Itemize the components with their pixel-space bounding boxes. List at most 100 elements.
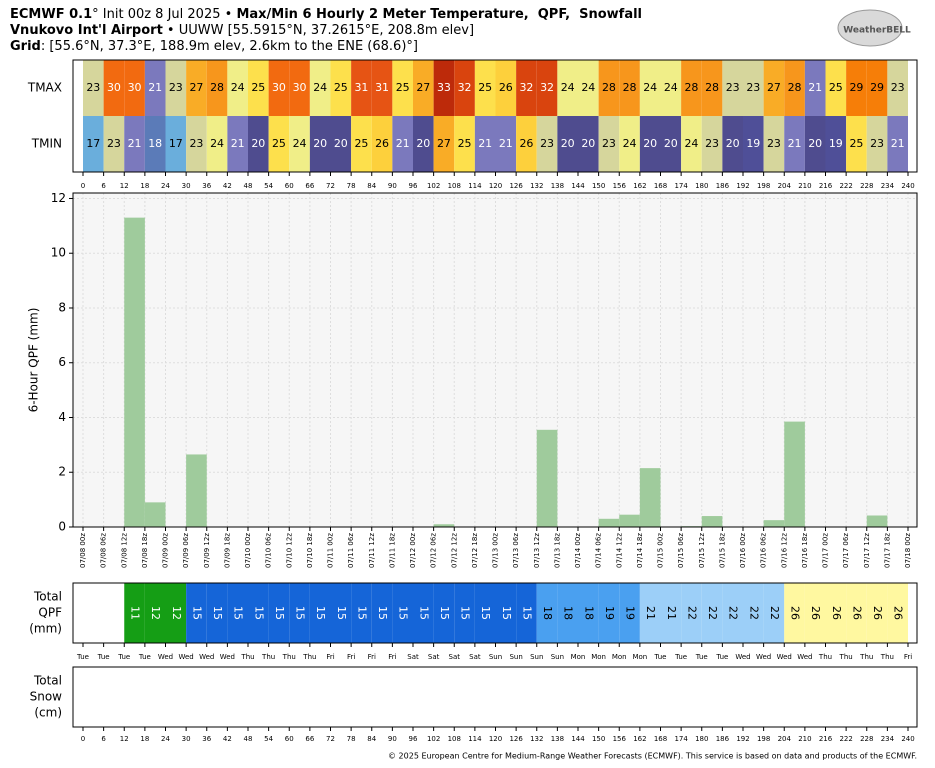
cell-label: 22 (727, 606, 740, 620)
x-tick-label: 240 (901, 735, 914, 743)
cell-label: 21 (891, 137, 905, 150)
temp-cell (124, 60, 145, 116)
bar (639, 468, 661, 527)
x-tick-label: 07/16 12z (780, 533, 788, 568)
x-tick-label: 07/08 18z (141, 533, 149, 568)
total-cell (639, 583, 661, 643)
temp-cell (165, 116, 187, 172)
cell-label: 21 (148, 81, 162, 94)
bar (144, 502, 166, 527)
x-tick-label: Mon (591, 653, 606, 661)
x-tick-label: Thu (818, 653, 832, 661)
temp-cell (784, 116, 805, 172)
bar (784, 421, 805, 527)
cell-label: 12 (149, 606, 162, 620)
cell-label: 15 (479, 606, 492, 620)
temp-cell (866, 116, 888, 172)
x-tick-label: 174 (674, 735, 688, 743)
cell-label: 24 (313, 81, 327, 94)
x-tick-label: Tue (674, 653, 687, 661)
temp-cell (144, 60, 166, 116)
temp-cell (206, 116, 228, 172)
cell-label: 21 (644, 606, 657, 620)
cell-label: 24 (664, 81, 678, 94)
x-tick-label: 78 (347, 182, 356, 190)
cell-label: 24 (623, 137, 637, 150)
temp-cell (598, 60, 620, 116)
x-tick-label: Wed (178, 653, 193, 661)
total-cell (206, 583, 228, 643)
x-tick-label: Sun (551, 653, 564, 661)
temp-cell (371, 60, 393, 116)
x-tick-label: 114 (468, 735, 482, 743)
x-tick-label: 78 (347, 735, 356, 743)
temp-cell (474, 116, 496, 172)
x-tick-label: 216 (819, 182, 833, 190)
plot-bg (73, 193, 917, 527)
x-tick-label: Sat (469, 653, 481, 661)
temp-cell (722, 116, 743, 172)
x-tick-label: 84 (367, 735, 376, 743)
panel-frame (72, 666, 918, 728)
x-tick-label: 222 (839, 735, 852, 743)
x-tick-label: 12 (120, 735, 129, 743)
cell-label: 15 (500, 606, 513, 620)
cell-label: 28 (210, 81, 224, 94)
x-tick-label: 07/15 12z (698, 533, 706, 568)
temp-cell (639, 116, 661, 172)
x-tick-label: 54 (264, 182, 273, 190)
cell-label: 26 (789, 606, 802, 620)
x-tick-label: 180 (695, 735, 708, 743)
temp-cell (763, 116, 785, 172)
x-tick-label: 07/08 12z (120, 533, 128, 568)
y-tick-label: 4 (58, 410, 66, 424)
total-cell (681, 583, 702, 643)
cell-label: 20 (664, 137, 678, 150)
x-tick-label: 204 (778, 735, 792, 743)
cell-label: 20 (808, 137, 822, 150)
x-tick-label: Fri (904, 653, 912, 661)
x-tick-label: 234 (881, 735, 895, 743)
cell-label: 15 (211, 606, 224, 620)
cell-label: 15 (314, 606, 327, 620)
cell-label: 28 (623, 81, 637, 94)
cell-label: 24 (561, 81, 575, 94)
y-axis-label: 6-Hour QPF (mm) (27, 308, 41, 413)
total-cell (578, 583, 599, 643)
cell-label: 18 (562, 606, 575, 620)
temp-cell (392, 116, 413, 172)
x-tick-label: Sun (489, 653, 502, 661)
x-tick-label: 07/09 06z (182, 533, 190, 568)
total-cell (413, 583, 434, 643)
x-tick-label: 18 (140, 735, 149, 743)
panel-frame (72, 192, 918, 528)
header-part: Vnukovo Int'l Airport (10, 23, 163, 38)
row-label: Total (33, 590, 62, 604)
header-part: ° Init 00z 8 Jul 2025 • (92, 7, 236, 22)
x-tick-label: Tue (138, 653, 151, 661)
y-tick-label: 8 (58, 300, 66, 314)
row-label: TMIN (31, 137, 62, 151)
total-cell (186, 583, 207, 643)
cell-label: 15 (294, 606, 307, 620)
x-tick-label: 0 (81, 735, 85, 743)
cell-label: 15 (190, 606, 203, 620)
total-cell (887, 583, 908, 643)
temp-cell (536, 116, 558, 172)
cell-label: 15 (397, 606, 410, 620)
cell-label: 29 (870, 81, 884, 94)
x-tick-label: 96 (409, 735, 418, 743)
cell-label: 26 (809, 606, 822, 620)
x-tick-label: 07/14 12z (615, 533, 623, 568)
x-tick-label: Wed (158, 653, 173, 661)
y-tick-label: 2 (58, 465, 66, 479)
temp-cell (433, 60, 455, 116)
total-cell (474, 583, 496, 643)
cell-label: 23 (726, 81, 740, 94)
cell-label: 18 (582, 606, 595, 620)
bar (433, 524, 455, 527)
cell-label: 31 (354, 81, 368, 94)
x-tick-label: Wed (777, 653, 792, 661)
x-tick-label: 150 (592, 182, 605, 190)
